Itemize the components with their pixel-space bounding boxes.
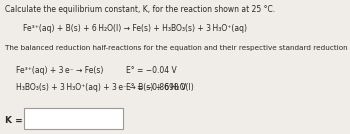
Text: E° = −0.04 V: E° = −0.04 V xyxy=(126,66,176,75)
Text: Fe³⁺(aq) + 3 e⁻ → Fe(s): Fe³⁺(aq) + 3 e⁻ → Fe(s) xyxy=(16,66,103,75)
Text: K =: K = xyxy=(5,116,23,124)
Text: E° = −0.8698 V: E° = −0.8698 V xyxy=(126,83,186,92)
Text: The balanced reduction half-reactions for the equation and their respective stan: The balanced reduction half-reactions fo… xyxy=(5,45,350,52)
Text: H₃BO₃(s) + 3 H₃O⁺(aq) + 3 e⁻ → B(s) + 6 H₂O(l): H₃BO₃(s) + 3 H₃O⁺(aq) + 3 e⁻ → B(s) + 6 … xyxy=(16,83,194,92)
FancyBboxPatch shape xyxy=(24,108,123,129)
Text: Fe³⁺(aq) + B(s) + 6 H₂O(l) → Fe(s) + H₃BO₃(s) + 3 H₃O⁺(aq): Fe³⁺(aq) + B(s) + 6 H₂O(l) → Fe(s) + H₃B… xyxy=(23,24,247,33)
Text: Calculate the equilibrium constant, K, for the reaction shown at 25 °C.: Calculate the equilibrium constant, K, f… xyxy=(5,5,275,14)
